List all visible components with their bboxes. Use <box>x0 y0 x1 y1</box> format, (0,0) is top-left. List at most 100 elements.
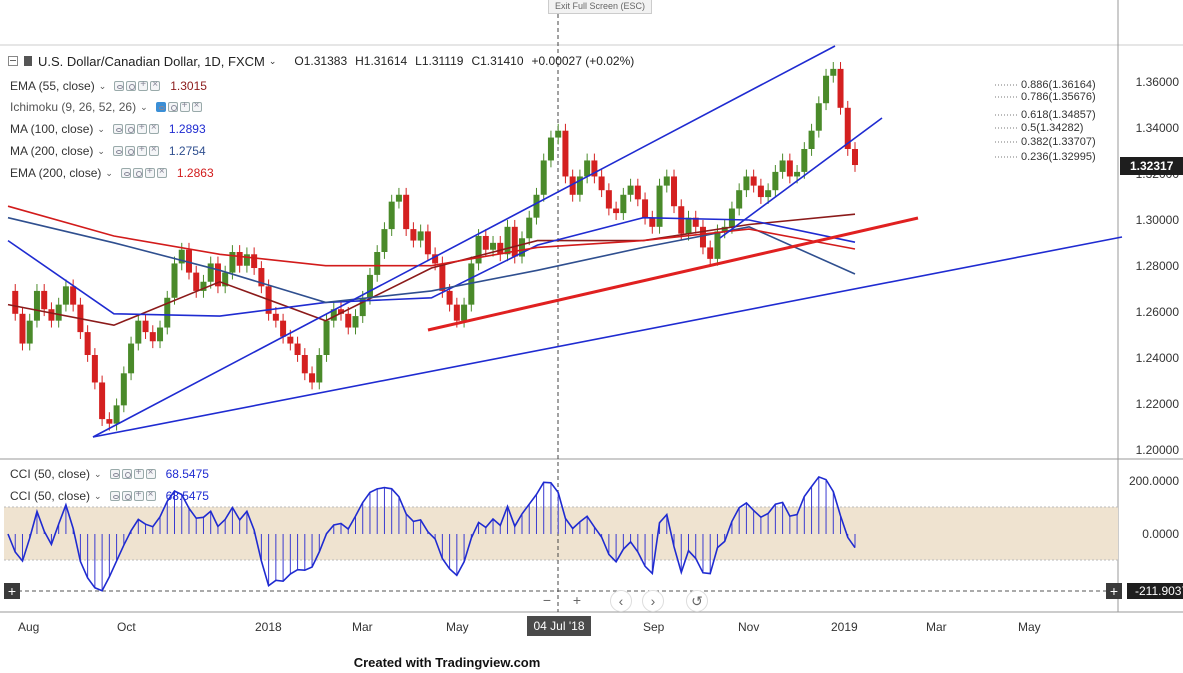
gear-icon[interactable] <box>121 469 132 479</box>
chevron-down-icon[interactable]: ⌄ <box>97 123 105 134</box>
gear-icon[interactable] <box>126 81 137 91</box>
chevron-down-icon[interactable]: ⌄ <box>98 80 107 91</box>
time-axis-label: May <box>446 620 469 634</box>
candle-body <box>765 190 772 198</box>
cci-band <box>4 507 1118 560</box>
cci-row-2[interactable]: CCI (50, close) ⌄ 68.5475 <box>10 487 209 505</box>
candle-body <box>584 160 591 177</box>
eye-hidden-icon[interactable] <box>155 102 166 112</box>
candle-body <box>345 313 352 328</box>
candle-body <box>323 320 330 355</box>
eye-icon[interactable] <box>112 146 123 156</box>
candle-body <box>185 249 192 273</box>
close-icon[interactable] <box>148 144 159 156</box>
time-axis-label: Mar <box>352 620 373 634</box>
cci-row-1[interactable]: CCI (50, close) ⌄ 68.5475 <box>10 465 209 483</box>
candle-body <box>91 355 98 383</box>
scroll-right-button[interactable]: › <box>642 590 664 612</box>
gear-icon[interactable] <box>124 146 135 156</box>
eye-icon[interactable] <box>114 81 125 91</box>
close-icon[interactable] <box>148 122 159 134</box>
candle-body <box>149 332 156 342</box>
candle-body <box>229 252 236 273</box>
candle-body <box>808 130 815 149</box>
gear-icon[interactable] <box>167 102 178 112</box>
candle-body <box>736 190 743 209</box>
plus-icon[interactable]: + <box>4 583 20 599</box>
candle-body <box>555 130 562 138</box>
close-icon[interactable] <box>156 166 167 178</box>
time-axis-label: Mar <box>926 620 947 634</box>
symbol-title[interactable]: U.S. Dollar/Canadian Dollar, 1D, FXCM <box>38 53 265 69</box>
fib-level-label: 0.5(1.34282) <box>1021 122 1084 134</box>
plus-icon[interactable]: + <box>1106 583 1122 599</box>
chevron-down-icon[interactable]: ⌄ <box>94 490 102 501</box>
time-axis-label: Oct <box>117 620 136 634</box>
indicator-name: Ichimoku (9, 26, 52, 26) <box>10 100 137 114</box>
candle-body <box>26 320 33 344</box>
time-axis-label: Nov <box>738 620 760 634</box>
gear-icon[interactable] <box>132 168 143 178</box>
close-icon[interactable] <box>191 100 202 112</box>
eye-icon[interactable] <box>109 469 120 479</box>
zoom-out-button[interactable]: − <box>542 592 552 608</box>
close-icon[interactable] <box>145 489 156 501</box>
plus-icon[interactable] <box>136 144 147 156</box>
ohlc-high: H1.31614 <box>355 54 408 68</box>
time-axis-label: 2018 <box>255 620 282 634</box>
candle-body <box>236 252 243 266</box>
candle-body <box>786 160 793 177</box>
plus-icon[interactable] <box>136 122 147 134</box>
candle-body <box>576 176 583 195</box>
channel-upper-line <box>92 45 836 438</box>
zoom-in-button[interactable]: + <box>572 592 582 608</box>
credit-text: Created with Tradingview.com <box>353 655 541 670</box>
chevron-down-icon[interactable]: ⌄ <box>105 167 113 178</box>
candle-body <box>280 320 287 337</box>
candle-body <box>251 254 258 269</box>
candle-body <box>258 268 265 287</box>
eye-icon[interactable] <box>109 491 120 501</box>
indicator-row-ma200[interactable]: MA (200, close) ⌄ 1.2754 <box>10 142 206 160</box>
plus-icon[interactable] <box>133 489 144 501</box>
chevron-down-icon[interactable]: ⌄ <box>94 468 102 479</box>
scroll-left-button[interactable]: ‹ <box>610 590 632 612</box>
candle-body <box>475 235 482 264</box>
gear-icon[interactable] <box>124 124 135 134</box>
gear-icon[interactable] <box>121 491 132 501</box>
indicator-value: 1.2893 <box>168 122 206 136</box>
candle-body <box>547 137 554 161</box>
time-axis-label: May <box>1018 620 1041 634</box>
eye-icon[interactable] <box>112 124 123 134</box>
exit-fullscreen-button[interactable]: Exit Full Screen (ESC) <box>548 0 653 14</box>
candle-body <box>852 149 858 166</box>
reset-chart-button[interactable]: ↺ <box>686 590 708 612</box>
candle-body <box>128 343 135 374</box>
chevron-down-icon[interactable]: ⌄ <box>140 101 148 112</box>
candle-body <box>309 373 316 383</box>
candle-body <box>33 290 40 321</box>
candle-body <box>171 263 178 298</box>
symbol-caret-icon[interactable]: ⌄ <box>268 55 277 66</box>
plus-icon[interactable] <box>133 467 144 479</box>
eye-icon[interactable] <box>120 168 131 178</box>
cci-axis-label: 200.0000 <box>1128 474 1179 488</box>
close-icon[interactable] <box>145 467 156 479</box>
chevron-down-icon[interactable]: ⌄ <box>97 145 105 156</box>
indicator-row-ema200[interactable]: EMA (200, close) ⌄ 1.2863 <box>10 164 214 182</box>
cci-line <box>7 475 856 592</box>
plus-icon[interactable] <box>179 100 190 112</box>
indicator-row-ema55[interactable]: EMA (55, close) ⌄ 1.3015 <box>10 77 207 95</box>
candle-body <box>70 286 77 305</box>
collapse-icon[interactable] <box>8 56 18 66</box>
plus-icon[interactable] <box>144 166 155 178</box>
candle-body <box>316 355 323 383</box>
indicator-row-ma100[interactable]: MA (100, close) ⌄ 1.2893 <box>10 120 206 138</box>
close-icon[interactable] <box>150 79 161 91</box>
time-axis-label: Aug <box>18 620 40 634</box>
indicator-row-ichimoku[interactable]: Ichimoku (9, 26, 52, 26) ⌄ <box>10 98 204 116</box>
indicator-value: 68.5475 <box>165 489 209 503</box>
plus-icon[interactable] <box>138 79 149 91</box>
candle-body <box>19 313 26 344</box>
